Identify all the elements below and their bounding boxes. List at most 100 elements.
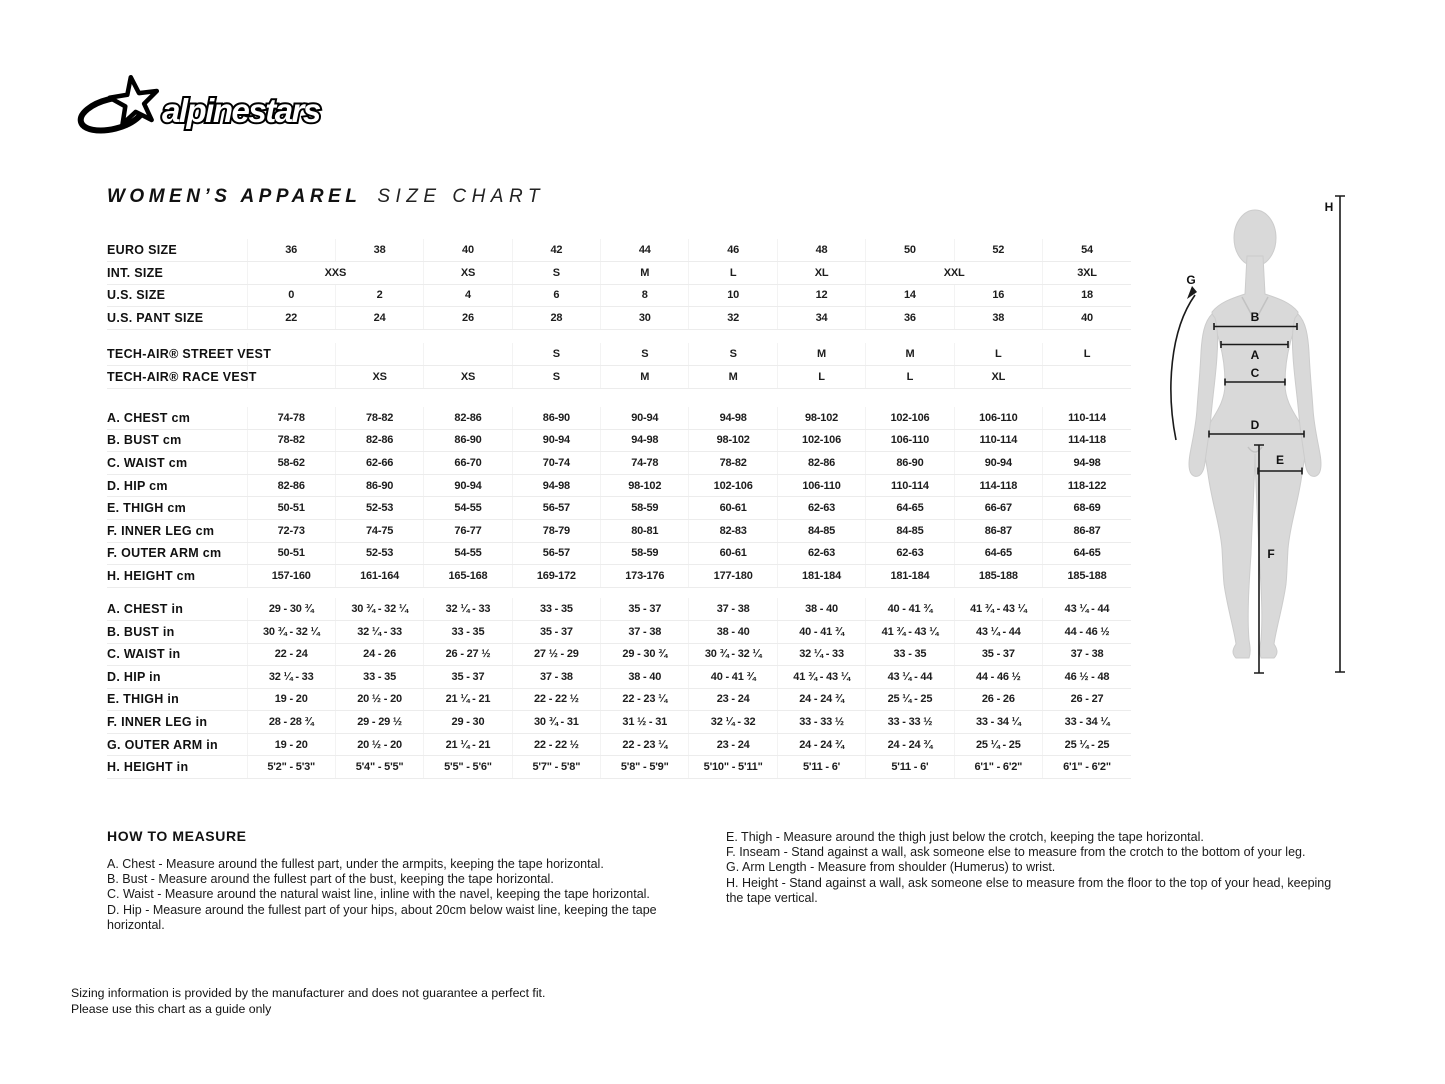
size-cell: 5'5" - 5'6"	[423, 755, 513, 780]
size-cell: XS	[423, 365, 513, 389]
size-cell: 40 - 41 ¾	[865, 597, 955, 621]
size-cell: 33 - 33 ½	[776, 710, 866, 734]
size-cell: 26	[423, 306, 513, 330]
size-cell: 41 ¾ - 43 ¼	[776, 665, 866, 689]
size-cell: 181-184	[776, 564, 866, 588]
measure-note: E. Thigh - Measure around the thigh just…	[726, 830, 1204, 844]
size-cell: 33 - 33 ½	[865, 710, 955, 734]
size-cell: 76-77	[423, 519, 513, 543]
page-title-main: WOMEN’S APPAREL	[107, 186, 362, 207]
size-cell: 106-110	[953, 406, 1043, 430]
size-cell: L	[953, 342, 1043, 366]
size-table-row: H. HEIGHT cm 157-160 161-164 165-168 169-172…	[107, 564, 1131, 588]
size-cell: 106-110	[865, 429, 955, 453]
size-cell: 110-114	[1042, 406, 1131, 430]
size-cell: 40	[423, 239, 513, 263]
size-cell: 28 - 28 ¾	[246, 710, 336, 734]
size-table: EURO SIZE 36 38 40 42 44 46 48 50 52 54 INT. SIZE XX…	[107, 239, 1131, 780]
row-label: F. INNER LEG cm	[107, 519, 247, 543]
size-cell: 82-83	[688, 519, 778, 543]
size-cell: 33 - 35	[511, 597, 601, 621]
size-cell: 82-86	[423, 406, 513, 430]
size-cell: 50-51	[246, 542, 336, 566]
size-table-row: INT. SIZE XXS XS S M L XL XXL 3XL	[107, 261, 1131, 285]
size-cell: 90-94	[511, 429, 601, 453]
row-label: G. OUTER ARM in	[107, 733, 247, 757]
size-cell: 22	[246, 306, 336, 330]
size-table-row: TECH-AIR® STREET VEST S S S M M L L	[107, 342, 1131, 366]
size-cell: 106-110	[776, 474, 866, 498]
disclaimer: Sizing information is provided by the ma…	[71, 986, 545, 1017]
size-cell: 94-98	[600, 429, 689, 453]
body-measurement-diagram: B A C D E F G H	[1170, 195, 1345, 674]
size-cell	[246, 342, 336, 366]
size-cell: 38 - 40	[776, 597, 866, 621]
size-cell: 22 - 24	[246, 643, 336, 667]
size-cell: 19 - 20	[246, 688, 336, 712]
size-cell: 38 - 40	[600, 665, 689, 689]
size-cell: 22 - 23 ¼	[600, 688, 689, 712]
size-cell: 27 ½ - 29	[511, 643, 601, 667]
size-cell: 33 - 34 ¼	[953, 710, 1043, 734]
size-cell: 52-53	[334, 496, 424, 521]
size-cell: 5'7" - 5'8"	[511, 755, 601, 780]
row-label: D. HIP cm	[107, 474, 247, 498]
size-cell: 74-78	[600, 451, 689, 475]
size-cell: 90-94	[423, 474, 513, 498]
size-cell: 41 ¾ - 43 ¼	[865, 620, 955, 644]
size-cell: 52-53	[334, 542, 424, 566]
size-cell: 24 - 24 ¾	[865, 733, 955, 757]
table-group-gap	[107, 587, 1131, 598]
size-cell: 29 - 29 ½	[334, 710, 424, 734]
size-table-wrap: EURO SIZE 36 38 40 42 44 46 48 50 52 54 INT. SIZE XX…	[107, 239, 1131, 780]
size-table-row: U.S. PANT SIZE 22 24 26 28 30 32 34 36 38 40	[107, 306, 1131, 330]
size-cell: 94-98	[511, 474, 601, 498]
measure-note: G. Arm Length - Measure from shoulder (H…	[726, 860, 1056, 875]
logo-wordmark: alpinestars	[162, 92, 321, 129]
size-cell: 86-87	[953, 519, 1043, 543]
size-cell: 24	[334, 306, 424, 330]
row-label: B. BUST cm	[107, 429, 247, 453]
measurement-lines	[1170, 195, 1345, 674]
size-cell: 185-188	[1042, 564, 1131, 588]
size-cell: 26 - 26	[953, 688, 1043, 712]
size-cell: 44	[600, 239, 689, 263]
size-cell: 33 - 34 ¼	[1042, 710, 1131, 734]
table-group-gap	[107, 329, 1131, 343]
size-table-row: TECH-AIR® RACE VEST XS XS S M M L L XL	[107, 365, 1131, 389]
disclaimer-line-1: Sizing information is provided by the ma…	[71, 986, 546, 1000]
size-cell: S	[511, 261, 601, 285]
size-cell: 30 ¾ - 32 ¼	[688, 643, 778, 667]
size-cell: 98-102	[688, 429, 778, 453]
row-label: A. CHEST in	[107, 597, 247, 621]
size-cell: XS	[423, 261, 513, 285]
size-cell: 64-65	[953, 542, 1043, 566]
size-cell: 110-114	[953, 429, 1043, 453]
row-label: A. CHEST cm	[107, 406, 247, 430]
size-table-row: F. INNER LEG cm 72-73 74-75 76-77 78-79 80-81…	[107, 519, 1131, 543]
size-cell: 42	[511, 239, 601, 263]
size-table-row: E. THIGH cm 50-51 52-53 54-55 56-57 58-59 60-6…	[107, 496, 1131, 521]
size-cell: 54-55	[423, 496, 513, 521]
size-cell: S	[600, 342, 689, 366]
size-cell: 3XL	[1042, 261, 1131, 285]
size-cell	[423, 342, 513, 366]
size-cell: 82-86	[246, 474, 336, 498]
size-cell: 29 - 30	[423, 710, 513, 734]
size-cell: 177-180	[688, 564, 778, 588]
size-cell: 43 ¼ - 44	[1042, 597, 1131, 621]
size-cell: 38	[953, 306, 1043, 330]
size-cell: 16	[953, 284, 1043, 308]
size-cell: 21 ¼ - 21	[423, 733, 513, 757]
row-label: F. INNER LEG in	[107, 710, 247, 734]
size-cell: 34	[776, 306, 866, 330]
size-cell: 44 - 46 ½	[1042, 620, 1131, 644]
size-table-row: B. BUST cm 78-82 82-86 86-90 90-94 94-98 98-10…	[107, 429, 1131, 453]
size-cell: 35 - 37	[511, 620, 601, 644]
size-table-row: U.S. SIZE 0 2 4 6 8 10 12 14 16 18	[107, 284, 1131, 308]
row-label: H. HEIGHT in	[107, 755, 247, 780]
row-label: B. BUST in	[107, 620, 247, 644]
size-cell: 32 ¼ - 33	[334, 620, 424, 644]
size-table-row: C. WAIST in 22 - 24 24 - 26 26 - 27 ½ 27 ½ -…	[107, 643, 1131, 667]
size-table-row: E. THIGH in 19 - 20 20 ½ - 20 21 ¼ - 21 22 -…	[107, 688, 1131, 712]
